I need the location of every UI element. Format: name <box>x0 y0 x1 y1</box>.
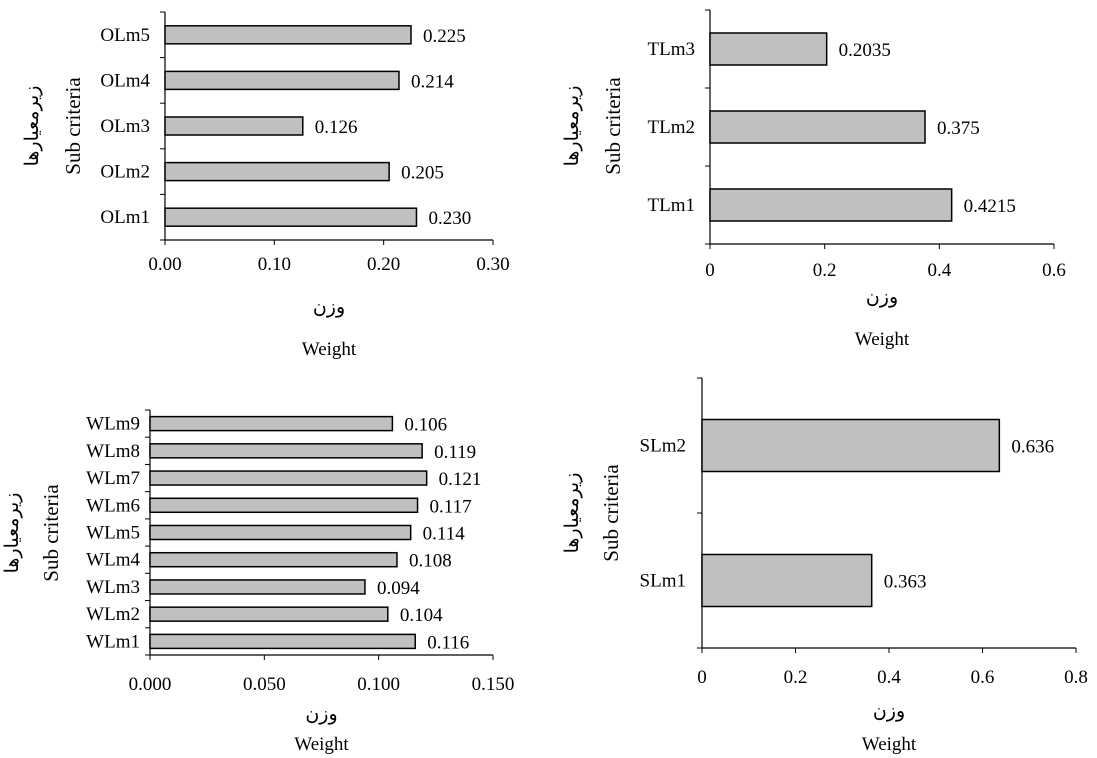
chart1-y-axis-title-en: Sub criteria <box>61 77 85 175</box>
chart1-x-tick-label: 0.00 <box>148 254 181 275</box>
chart4-data-label: 0.363 <box>884 572 927 593</box>
chart3-category-label: WLm7 <box>86 468 140 489</box>
chart1-category-label: OLm5 <box>100 25 150 46</box>
chart1-data-label: 0.126 <box>315 117 358 138</box>
chart1-data-label: 0.225 <box>423 26 466 47</box>
chart4-bar <box>701 418 1001 473</box>
chart2-x-tick-label: 0.6 <box>1042 260 1066 281</box>
chart2-x-axis-title-fa: وزن <box>866 287 898 308</box>
chart2-x-tick-label: 0 <box>705 260 715 281</box>
chart1-bar <box>164 161 390 182</box>
chart2-x-tick-label: 0.4 <box>927 260 951 281</box>
chart4-x-axis-title-fa: وزن <box>873 701 905 722</box>
chart3-x-tick-label: 0.050 <box>243 674 286 695</box>
chart4-x-tick-label: 0.6 <box>971 667 995 688</box>
chart3-data-label: 0.121 <box>439 469 482 490</box>
chart4-category-label: SLm1 <box>640 571 686 592</box>
chart3-bar <box>149 551 398 568</box>
chart3-data-label: 0.119 <box>434 442 476 463</box>
chart2-category-label: TLm2 <box>648 117 696 138</box>
chart2-bar <box>709 188 953 222</box>
chart3-x-tick-label: 0.100 <box>357 674 400 695</box>
chart4-x-tick-label: 0.4 <box>877 667 901 688</box>
chart3-y-axis-title-en: Sub criteria <box>39 484 63 582</box>
chart3-data-label: 0.114 <box>423 524 466 545</box>
chart1-y-axis-title-fa: زیرمعیارها <box>22 86 43 167</box>
chart3-bar <box>149 443 423 459</box>
chart1-category-label: OLm2 <box>100 162 150 183</box>
chart2-y-axis-title-fa: زیرمعیارها <box>562 86 583 167</box>
chart4-x-tick-label: 0.8 <box>1064 667 1088 688</box>
chart1-bar <box>164 116 304 136</box>
chart2-data-label: 0.2035 <box>839 40 891 61</box>
chart4-x-axis-title-en: Weight <box>862 734 917 755</box>
chart2-x-axis-title-en: Weight <box>855 329 910 350</box>
chart4-x-tick-label: 0 <box>697 667 707 688</box>
chart3-bar <box>149 415 394 432</box>
chart3-x-axis-title-fa: وزن <box>305 704 337 725</box>
chart2-data-label: 0.375 <box>937 118 980 139</box>
chart1-x-axis-title-en: Weight <box>302 339 357 360</box>
chart3-data-label: 0.116 <box>427 632 469 653</box>
chart3-x-tick-label: 0.150 <box>472 674 515 695</box>
chart1-x-tick-label: 0.20 <box>367 254 400 275</box>
chart1-category-label: OLm3 <box>100 116 150 137</box>
chart2-y-axis-title-en: Sub criteria <box>601 77 625 175</box>
chart2-x-tick-label: 0.2 <box>813 260 837 281</box>
chart4-y-axis-title-en: Sub criteria <box>599 464 623 562</box>
chart2-category-label: TLm1 <box>648 195 696 216</box>
chart3-category-label: WLm4 <box>86 550 140 571</box>
chart3-data-label: 0.117 <box>430 496 472 517</box>
chart4-category-label: SLm2 <box>640 436 686 457</box>
chart1-data-label: 0.230 <box>428 208 471 229</box>
chart2-data-label: 0.4215 <box>964 196 1016 217</box>
chart4-y-axis-title-fa: زیرمعیارها <box>562 473 583 554</box>
chart2-bar <box>709 110 926 144</box>
chart1-bar <box>164 25 412 45</box>
chart1-data-label: 0.214 <box>411 71 454 92</box>
chart3-bar <box>149 524 412 541</box>
chart3-data-label: 0.094 <box>377 578 420 599</box>
chart3-data-label: 0.104 <box>400 605 443 626</box>
chart3-bar <box>149 606 389 622</box>
chart1-x-tick-label: 0.10 <box>258 254 291 275</box>
chart4-x-tick-label: 0.2 <box>784 667 808 688</box>
chart3-y-axis-title-fa: زیرمعیارها <box>2 493 23 574</box>
chart3-bar <box>149 497 419 514</box>
chart1-category-label: OLm4 <box>100 70 150 91</box>
chart3-bar <box>149 633 417 650</box>
chart1-bar <box>164 70 400 91</box>
chart2-bar <box>709 32 828 66</box>
chart3-category-label: WLm2 <box>86 604 140 625</box>
chart3-bar <box>149 470 428 486</box>
chart1-category-label: OLm1 <box>100 207 150 228</box>
chart3-category-label: WLm1 <box>86 631 140 652</box>
chart1-bar <box>164 207 418 227</box>
chart2-category-label: TLm3 <box>648 39 696 60</box>
chart4-bar <box>701 553 873 608</box>
chart3-category-label: WLm9 <box>86 414 140 435</box>
chart1-x-axis-title-fa: وزن <box>313 297 345 318</box>
chart3-bar <box>149 579 366 595</box>
chart3-category-label: WLm6 <box>86 495 140 516</box>
chart3-x-axis-title-en: Weight <box>294 734 349 755</box>
chart3-data-label: 0.106 <box>404 415 447 436</box>
chart3-data-label: 0.108 <box>409 551 452 572</box>
chart3-category-label: WLm3 <box>86 577 140 598</box>
chart3-x-tick-label: 0.000 <box>129 674 172 695</box>
chart4-data-label: 0.636 <box>1011 437 1054 458</box>
chart1-x-tick-label: 0.30 <box>476 254 509 275</box>
chart1-data-label: 0.205 <box>401 163 444 184</box>
chart3-category-label: WLm5 <box>86 523 140 544</box>
chart3-category-label: WLm8 <box>86 441 140 462</box>
